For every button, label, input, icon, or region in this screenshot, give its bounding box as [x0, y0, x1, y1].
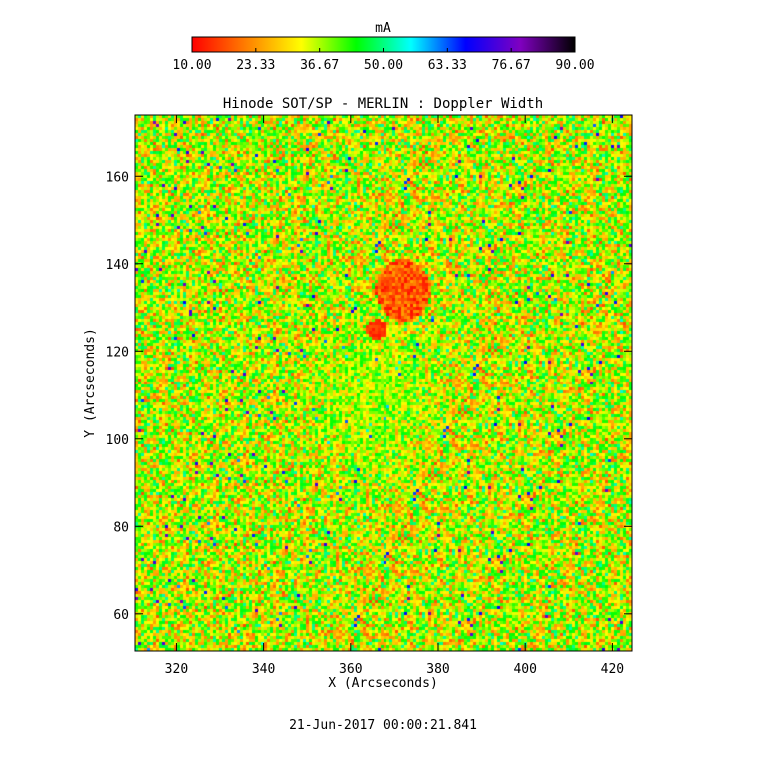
y-tick-label: 120: [106, 345, 129, 360]
colorbar-tick-label: 10.00: [172, 58, 211, 73]
x-tick-label: 360: [339, 662, 362, 677]
colorbar-tick-label: 63.33: [428, 58, 467, 73]
y-tick-label: 140: [106, 258, 129, 273]
x-tick-label: 340: [252, 662, 275, 677]
x-tick-label: 420: [601, 662, 624, 677]
y-tick-label: 160: [106, 170, 129, 185]
chart-title: Hinode SOT/SP - MERLIN : Doppler Width: [223, 96, 543, 112]
colorbar-tick-label: 23.33: [236, 58, 275, 73]
x-tick-label: 320: [165, 662, 188, 677]
timestamp: 21-Jun-2017 00:00:21.841: [289, 718, 477, 733]
colorbar-label: mA: [375, 21, 391, 36]
y-axis: 60 80 100 120 140 160: [106, 170, 632, 623]
y-axis-label: Y (Arcseconds): [83, 328, 98, 438]
x-tick-label: 400: [513, 662, 536, 677]
x-axis: 320 340 360 380 400 420: [165, 115, 624, 677]
x-axis-label: X (Arcseconds): [328, 676, 438, 691]
y-tick-label: 60: [113, 608, 129, 623]
colorbar-tick-label: 50.00: [364, 58, 403, 73]
colorbar-tick-label: 90.00: [555, 58, 594, 73]
x-tick-label: 380: [426, 662, 449, 677]
colorbar-tick-label: 36.67: [300, 58, 339, 73]
colorbar-ticks: 10.00 23.33 36.67 50.00 63.33 76.67 90.00: [172, 48, 595, 73]
y-tick-label: 100: [106, 433, 129, 448]
plot-frame: [134, 114, 633, 652]
doppler-width-map: [135, 115, 632, 651]
y-tick-label: 80: [113, 520, 129, 535]
colorbar-tick-label: 76.67: [492, 58, 531, 73]
